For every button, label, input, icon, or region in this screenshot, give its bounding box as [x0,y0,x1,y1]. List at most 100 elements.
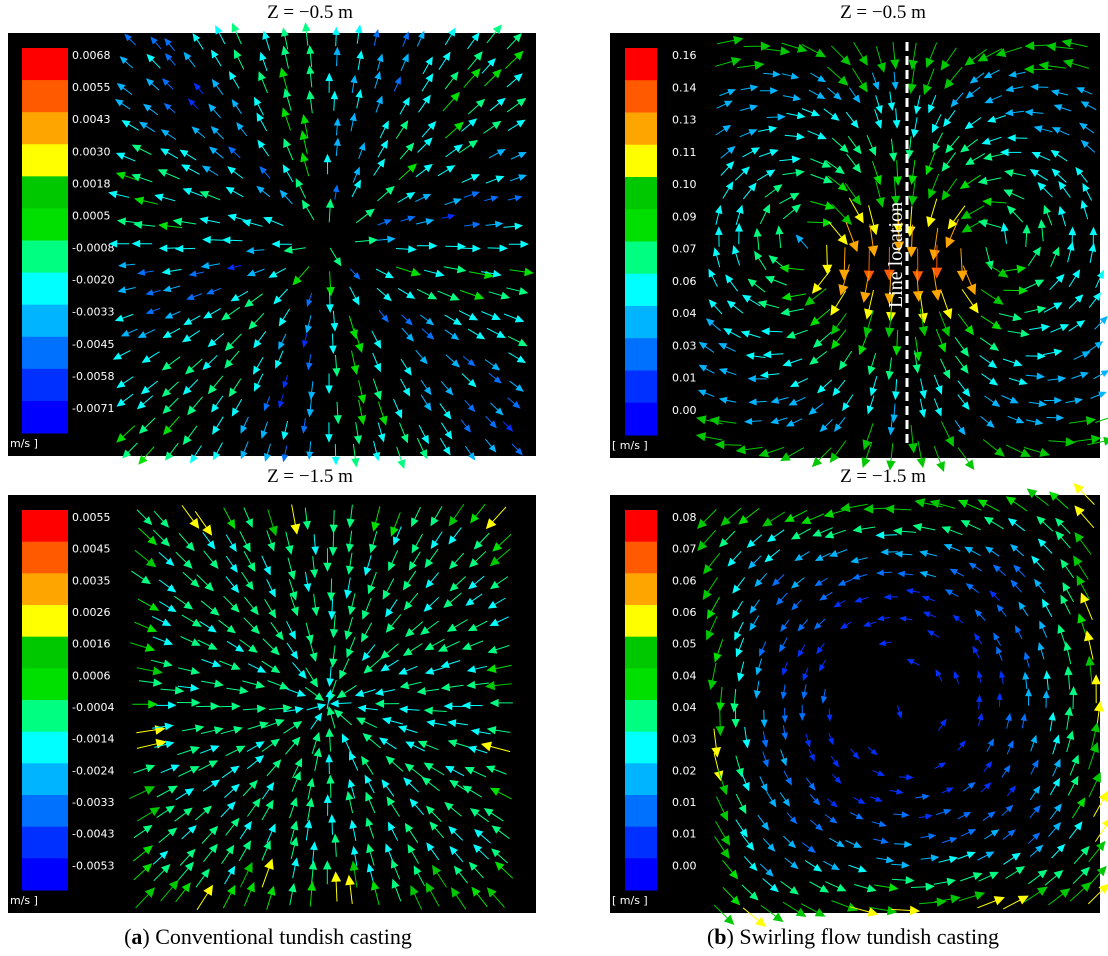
velocity-arrow [698,364,715,374]
velocity-arrow [816,642,825,655]
velocity-arrow [916,440,926,469]
velocity-arrow [891,379,900,401]
velocity-arrow [1043,348,1063,357]
velocity-arrow [132,845,154,862]
velocity-arrow [311,731,321,755]
colorbar-block [625,209,657,242]
velocity-arrow [350,350,360,375]
colorbar-label: -0.0043 [72,828,114,841]
velocity-arrow [440,660,461,668]
colorbar-block [625,795,657,828]
velocity-arrow [356,50,364,71]
velocity-arrow [1051,127,1070,136]
velocity-arrow [242,704,267,714]
velocity-arrow [119,56,134,69]
velocity-arrow [1003,852,1021,865]
velocity-arrow [1003,189,1025,200]
velocity-arrow [402,570,417,591]
velocity-arrow [731,600,744,619]
velocity-arrow [807,130,827,140]
colorbar-block [22,605,68,638]
velocity-arrow [390,512,401,537]
velocity-arrow [507,119,526,132]
velocity-arrow [387,821,399,841]
velocity-arrow [957,394,970,411]
velocity-arrow [748,398,767,406]
velocity-arrow [872,160,882,186]
velocity-arrow [786,812,798,825]
velocity-arrow [233,49,245,70]
velocity-arrow [404,822,419,844]
velocity-arrow [346,636,356,658]
velocity-arrow [390,859,401,880]
caption: (b) Swirling flow tundish casting [707,924,999,949]
velocity-arrow [421,73,434,92]
velocity-arrow [377,401,388,426]
velocity-arrow [960,872,983,882]
velocity-arrow [1075,166,1088,183]
velocity-arrow [747,278,766,293]
velocity-arrow [377,422,386,443]
velocity-arrow [129,786,156,800]
velocity-arrow [158,827,178,843]
velocity-arrow [999,670,1006,685]
velocity-arrow [964,117,982,130]
velocity-arrow [467,98,486,115]
caption-text: ) Conventional tundish casting [142,924,411,949]
velocity-arrow [1060,594,1071,615]
colorbar-label: 0.10 [672,178,697,191]
velocity-arrow [463,68,481,88]
colorbar-block [625,241,657,275]
velocity-arrow [425,882,440,907]
velocity-arrow [283,245,306,254]
velocity-arrow [696,509,717,530]
velocity-arrow [333,46,341,67]
velocity-arrow [825,881,847,892]
velocity-arrow [1007,518,1026,532]
velocity-arrow [198,760,219,771]
velocity-arrow [766,791,777,808]
velocity-arrow [388,550,399,572]
velocity-arrow [912,350,921,374]
velocity-arrow [980,416,995,428]
velocity-arrow [833,416,846,432]
velocity-arrow [402,31,409,47]
velocity-arrow [371,330,382,349]
velocity-arrow [160,879,179,902]
colorbar-block [22,636,68,669]
velocity-arrow [713,904,735,926]
velocity-arrow [308,860,318,885]
velocity-arrow [345,530,354,553]
velocity-arrow [200,726,224,735]
velocity-arrow [766,529,785,543]
velocity-arrow [480,741,511,753]
velocity-arrow [247,663,267,673]
velocity-arrow [957,313,974,336]
velocity-arrow [471,886,488,908]
velocity-arrow [363,658,382,674]
velocity-arrow [307,881,317,907]
velocity-arrow [400,358,412,376]
velocity-arrow [1026,488,1050,506]
velocity-arrow [401,314,413,326]
velocity-arrow [329,645,338,668]
velocity-arrow [488,291,511,300]
velocity-arrow [164,442,179,461]
velocity-arrow [278,394,285,409]
velocity-arrow [138,527,158,546]
velocity-arrow [1031,555,1045,571]
velocity-arrow [474,829,491,844]
colorbar-label: 0.04 [672,307,697,320]
velocity-arrow [154,193,176,202]
velocity-arrow [158,244,179,252]
velocity-arrow [744,417,762,425]
velocity-arrow [398,665,418,675]
velocity-arrow [282,164,294,183]
velocity-arrow [262,30,271,51]
velocity-arrow [1087,341,1104,353]
velocity-arrow [697,389,715,398]
velocity-arrow [207,333,225,348]
velocity-arrow [179,848,196,866]
velocity-arrow [976,694,983,710]
velocity-arrow [331,833,340,857]
